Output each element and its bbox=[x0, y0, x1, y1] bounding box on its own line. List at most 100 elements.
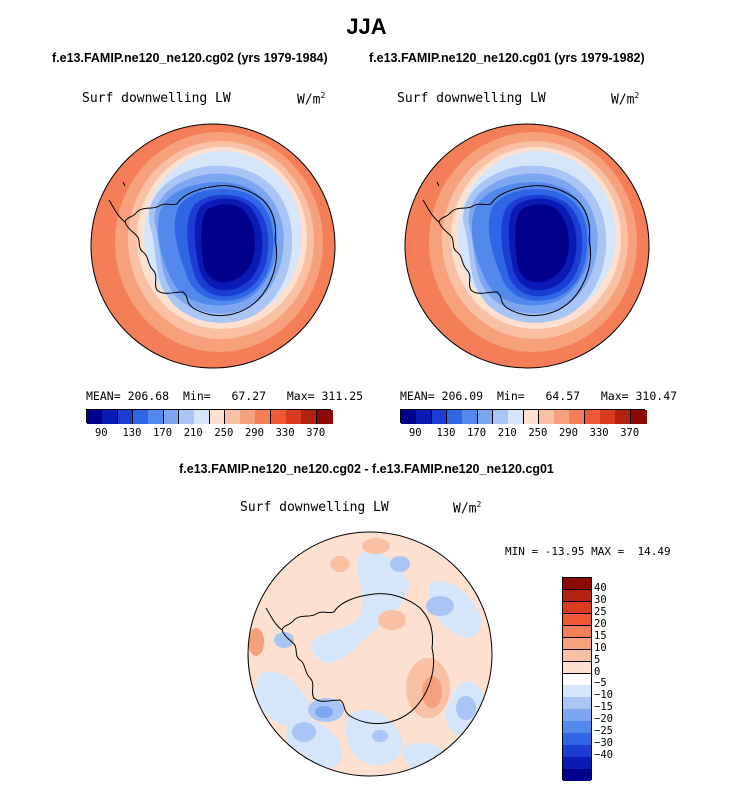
diff-colorbar-tick-label: 15 bbox=[594, 629, 607, 642]
diff-polar-map bbox=[247, 531, 493, 777]
diff-colorbar-swatch bbox=[563, 649, 591, 663]
diff-colorbar-swatch bbox=[563, 625, 591, 639]
colorbar-swatch bbox=[224, 410, 241, 424]
colorbar-swatch bbox=[600, 410, 616, 424]
panel-1-units: W/m2 bbox=[297, 91, 326, 108]
colorbar-swatch bbox=[446, 410, 463, 424]
diff-colorbar-tick-label: 30 bbox=[594, 593, 607, 606]
panel-1-colorbar bbox=[86, 409, 333, 424]
diff-colorbar-swatch bbox=[563, 769, 591, 782]
colorbar-tick-label: 290 bbox=[558, 427, 578, 439]
colorbar-swatch bbox=[163, 410, 180, 424]
diff-colorbar-swatch bbox=[563, 637, 591, 651]
panel-2-units: W/m2 bbox=[611, 91, 640, 108]
diff-colorbar-swatch bbox=[563, 733, 591, 746]
colorbar-swatch bbox=[117, 410, 134, 424]
diff-colorbar bbox=[562, 577, 592, 782]
diff-colorbar-tick-label: 25 bbox=[594, 605, 607, 618]
colorbar-swatch bbox=[630, 410, 647, 424]
colorbar-swatch bbox=[316, 410, 333, 424]
panel-2-colorbar-labels: 90 130 170 210 250 290 330 370 bbox=[400, 427, 645, 441]
colorbar-swatch bbox=[523, 410, 540, 424]
diff-title: f.e13.FAMIP.ne120_ne120.cg02 - f.e13.FAM… bbox=[179, 462, 554, 476]
diff-colorbar-tick-label: −10 bbox=[594, 689, 613, 702]
colorbar-tick-label: 290 bbox=[244, 427, 264, 439]
colorbar-swatch bbox=[538, 410, 555, 424]
colorbar-swatch bbox=[416, 410, 433, 424]
colorbar-swatch bbox=[401, 410, 417, 424]
diff-colorbar-swatch bbox=[563, 697, 591, 710]
colorbar-swatch bbox=[508, 410, 524, 424]
colorbar-swatch bbox=[132, 410, 149, 424]
panel-1-stats: MEAN= 206.68 Min= 67.27 Max= 311.25 bbox=[86, 389, 364, 403]
diff-colorbar-labels: 40 30 25 20 15 10 5 0 −5 −10 −15 −20 −25 −30 −40 bbox=[594, 577, 634, 780]
season-title: JJA bbox=[346, 14, 387, 39]
panel-1-case-title: f.e13.FAMIP.ne120_ne120.cg02 (yrs 1979-1… bbox=[52, 51, 328, 65]
colorbar-tick-label: 370 bbox=[306, 427, 326, 439]
panel-1-polar-map bbox=[90, 123, 336, 369]
colorbar-swatch bbox=[194, 410, 210, 424]
colorbar-tick-label: 330 bbox=[589, 427, 609, 439]
diff-colorbar-swatch bbox=[563, 673, 591, 686]
colorbar-swatch bbox=[492, 410, 509, 424]
diff-colorbar-swatch bbox=[563, 685, 591, 698]
colorbar-swatch bbox=[270, 410, 287, 424]
diff-colorbar-tick-label: −25 bbox=[594, 725, 613, 738]
colorbar-swatch bbox=[584, 410, 601, 424]
colorbar-swatch bbox=[286, 410, 302, 424]
diff-colorbar-swatch bbox=[563, 757, 591, 770]
colorbar-swatch bbox=[431, 410, 448, 424]
diff-colorbar-tick-label: −40 bbox=[594, 749, 613, 762]
colorbar-swatch bbox=[301, 410, 318, 424]
diff-min-max: MIN = -13.95 MAX = 14.49 bbox=[505, 545, 671, 558]
colorbar-swatch bbox=[569, 410, 586, 424]
diff-colorbar-tick-label: 20 bbox=[594, 617, 607, 630]
diff-colorbar-swatch bbox=[563, 721, 591, 734]
diff-colorbar-swatch bbox=[563, 601, 591, 615]
colorbar-swatch bbox=[615, 410, 632, 424]
diff-colorbar-swatch bbox=[563, 745, 591, 758]
colorbar-swatch bbox=[148, 410, 165, 424]
panel-2-polar-map bbox=[404, 123, 650, 369]
diff-colorbar-tick-label: −15 bbox=[594, 701, 613, 714]
panel-2-variable-label: Surf downwelling LW bbox=[397, 91, 546, 106]
diff-colorbar-tick-label: −20 bbox=[594, 713, 613, 726]
colorbar-swatch bbox=[554, 410, 570, 424]
colorbar-swatch bbox=[209, 410, 226, 424]
diff-colorbar-swatch bbox=[563, 613, 591, 627]
colorbar-swatch bbox=[240, 410, 256, 424]
diff-variable-label: Surf downwelling LW bbox=[240, 500, 389, 515]
colorbar-tick-label: 130 bbox=[436, 427, 456, 439]
colorbar-tick-label: 210 bbox=[497, 427, 517, 439]
diff-colorbar-swatch bbox=[563, 661, 591, 675]
panel-1-variable-label: Surf downwelling LW bbox=[82, 91, 231, 106]
colorbar-tick-label: 170 bbox=[153, 427, 173, 439]
panel-2-stats: MEAN= 206.09 Min= 64.57 Max= 310.47 bbox=[400, 389, 678, 403]
diff-colorbar-tick-label: 0 bbox=[594, 665, 601, 678]
diff-colorbar-swatch bbox=[563, 578, 591, 591]
colorbar-tick-label: 130 bbox=[122, 427, 142, 439]
colorbar-swatch bbox=[255, 410, 272, 424]
diff-colorbar-tick-label: −5 bbox=[594, 677, 607, 690]
colorbar-swatch bbox=[102, 410, 119, 424]
colorbar-tick-label: 250 bbox=[214, 427, 234, 439]
colorbar-tick-label: 90 bbox=[94, 427, 108, 439]
colorbar-swatch bbox=[462, 410, 479, 424]
colorbar-tick-label: 210 bbox=[183, 427, 203, 439]
panel-2-colorbar bbox=[400, 409, 647, 424]
colorbar-swatch bbox=[178, 410, 195, 424]
colorbar-tick-label: 250 bbox=[528, 427, 548, 439]
colorbar-tick-label: 90 bbox=[408, 427, 422, 439]
panel-2-case-title: f.e13.FAMIP.ne120_ne120.cg01 (yrs 1979-1… bbox=[369, 51, 645, 65]
diff-units: W/m2 bbox=[453, 500, 482, 517]
diff-colorbar-tick-label: 5 bbox=[594, 653, 601, 666]
colorbar-swatch bbox=[477, 410, 494, 424]
colorbar-tick-label: 330 bbox=[275, 427, 295, 439]
diff-colorbar-swatch bbox=[563, 589, 591, 603]
diff-colorbar-tick-label: −30 bbox=[594, 737, 613, 750]
panel-1-colorbar-labels: 90 130 170 210 250 290 330 370 bbox=[86, 427, 331, 441]
diff-colorbar-tick-label: 40 bbox=[594, 581, 607, 594]
diff-colorbar-tick-label: 10 bbox=[594, 641, 607, 654]
colorbar-tick-label: 170 bbox=[467, 427, 487, 439]
colorbar-tick-label: 370 bbox=[620, 427, 640, 439]
